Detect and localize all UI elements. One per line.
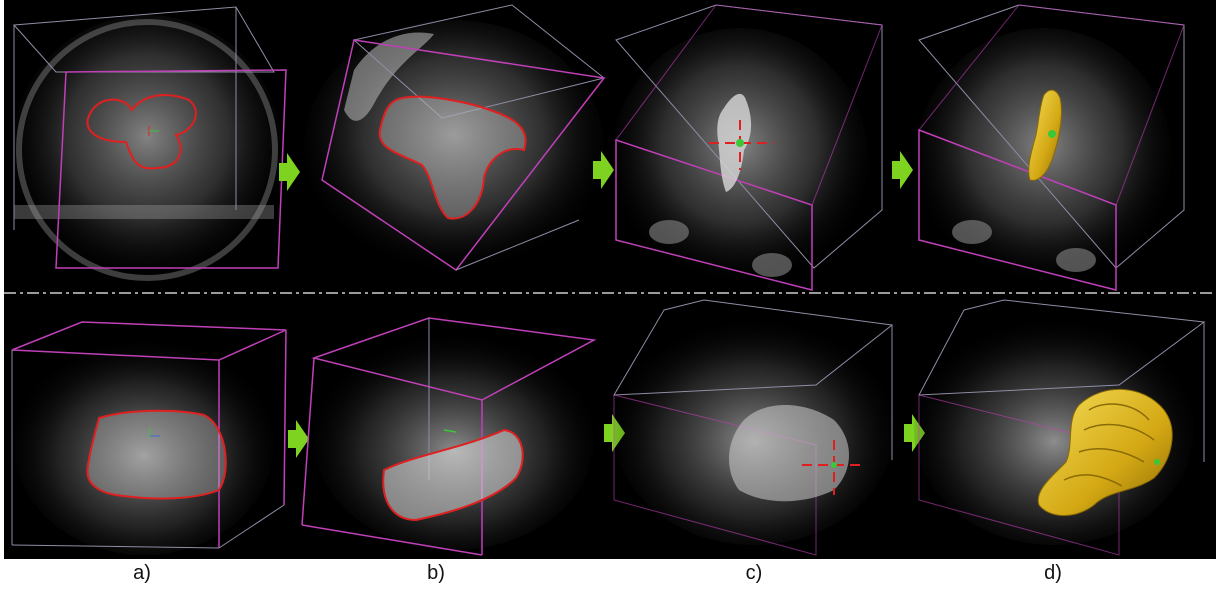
eye-socket (649, 220, 689, 244)
eye-socket (952, 220, 992, 244)
panel-b-top (304, 5, 604, 276)
figure-svg (4, 0, 1216, 559)
eye-socket (1056, 248, 1096, 272)
caption-b: b) (406, 562, 466, 592)
panel-a-top (12, 7, 286, 285)
seed-point (831, 462, 837, 468)
caption-a: a) (112, 562, 172, 592)
panel-b-bottom (302, 318, 594, 555)
caption-d: d) (1023, 562, 1083, 592)
skull-volume (12, 15, 282, 285)
box-edge (284, 330, 286, 505)
seed-contour (87, 411, 225, 499)
panel-d-bottom (914, 300, 1204, 555)
seed-point (1154, 459, 1160, 465)
caption-c: c) (724, 562, 784, 592)
arrow-right-icon (892, 151, 913, 189)
skull-base (14, 205, 274, 219)
eye-socket (752, 253, 792, 277)
panel-c-top (612, 5, 882, 290)
seed-point (736, 139, 744, 147)
panel-c-bottom (614, 300, 894, 555)
seed-point (1048, 130, 1056, 138)
panel-a-bottom (12, 322, 286, 555)
figure-panel (4, 0, 1216, 559)
segmented-region (729, 405, 849, 501)
panel-d-top (916, 5, 1184, 290)
arrow-right-icon (288, 420, 309, 458)
